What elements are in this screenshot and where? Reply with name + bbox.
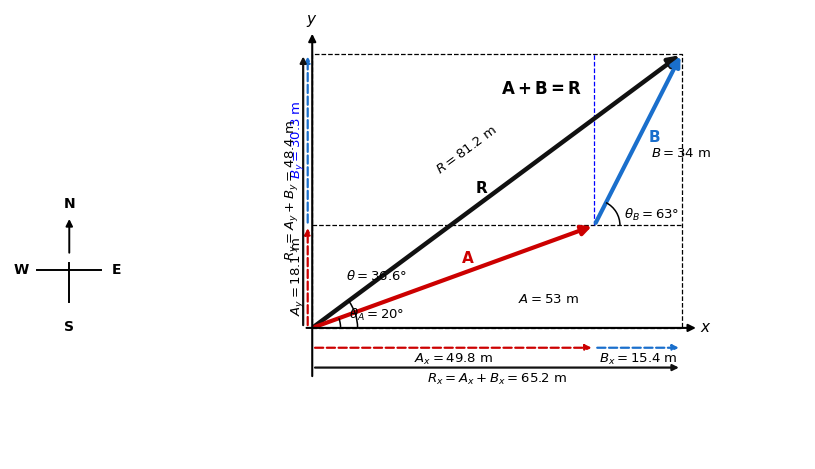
Text: $B_x = 15.4\ \mathrm{m}$: $B_x = 15.4\ \mathrm{m}$	[599, 352, 677, 367]
Text: W: W	[14, 263, 29, 277]
Text: $\mathbf{B}$: $\mathbf{B}$	[648, 129, 661, 144]
Text: $R_y = A_y + B_y = 48.4\ \mathrm{m}$: $R_y = A_y + B_y = 48.4\ \mathrm{m}$	[284, 120, 301, 261]
Text: $B_y = 30.3\ \mathrm{m}$: $B_y = 30.3\ \mathrm{m}$	[289, 100, 306, 179]
Text: $\theta_B = 63°$: $\theta_B = 63°$	[624, 206, 679, 222]
Text: $R = 81.2\ \mathrm{m}$: $R = 81.2\ \mathrm{m}$	[434, 123, 500, 177]
Text: $\mathbf{A}$: $\mathbf{A}$	[460, 250, 474, 266]
Text: E: E	[112, 263, 121, 277]
Text: $\theta = 36.6°$: $\theta = 36.6°$	[346, 269, 408, 283]
Text: $R_x = A_x + B_x = 65.2\ \mathrm{m}$: $R_x = A_x + B_x = 65.2\ \mathrm{m}$	[427, 372, 567, 387]
Text: $\mathbf{A + B = R}$: $\mathbf{A + B = R}$	[501, 80, 582, 98]
Text: $\theta_A = 20°$: $\theta_A = 20°$	[349, 307, 404, 324]
Text: N: N	[64, 197, 75, 211]
Text: $y$: $y$	[306, 13, 318, 29]
Text: S: S	[64, 320, 74, 334]
Text: $A_x = 49.8\ \mathrm{m}$: $A_x = 49.8\ \mathrm{m}$	[414, 352, 493, 367]
Text: $\mathbf{R}$: $\mathbf{R}$	[475, 180, 489, 196]
Text: $A_y = 18.1\ \mathrm{m}$: $A_y = 18.1\ \mathrm{m}$	[289, 237, 306, 317]
Text: $B = 34\ \mathrm{m}$: $B = 34\ \mathrm{m}$	[650, 147, 711, 160]
Text: $A = 53\ \mathrm{m}$: $A = 53\ \mathrm{m}$	[518, 293, 579, 306]
Text: $x$: $x$	[700, 320, 711, 335]
